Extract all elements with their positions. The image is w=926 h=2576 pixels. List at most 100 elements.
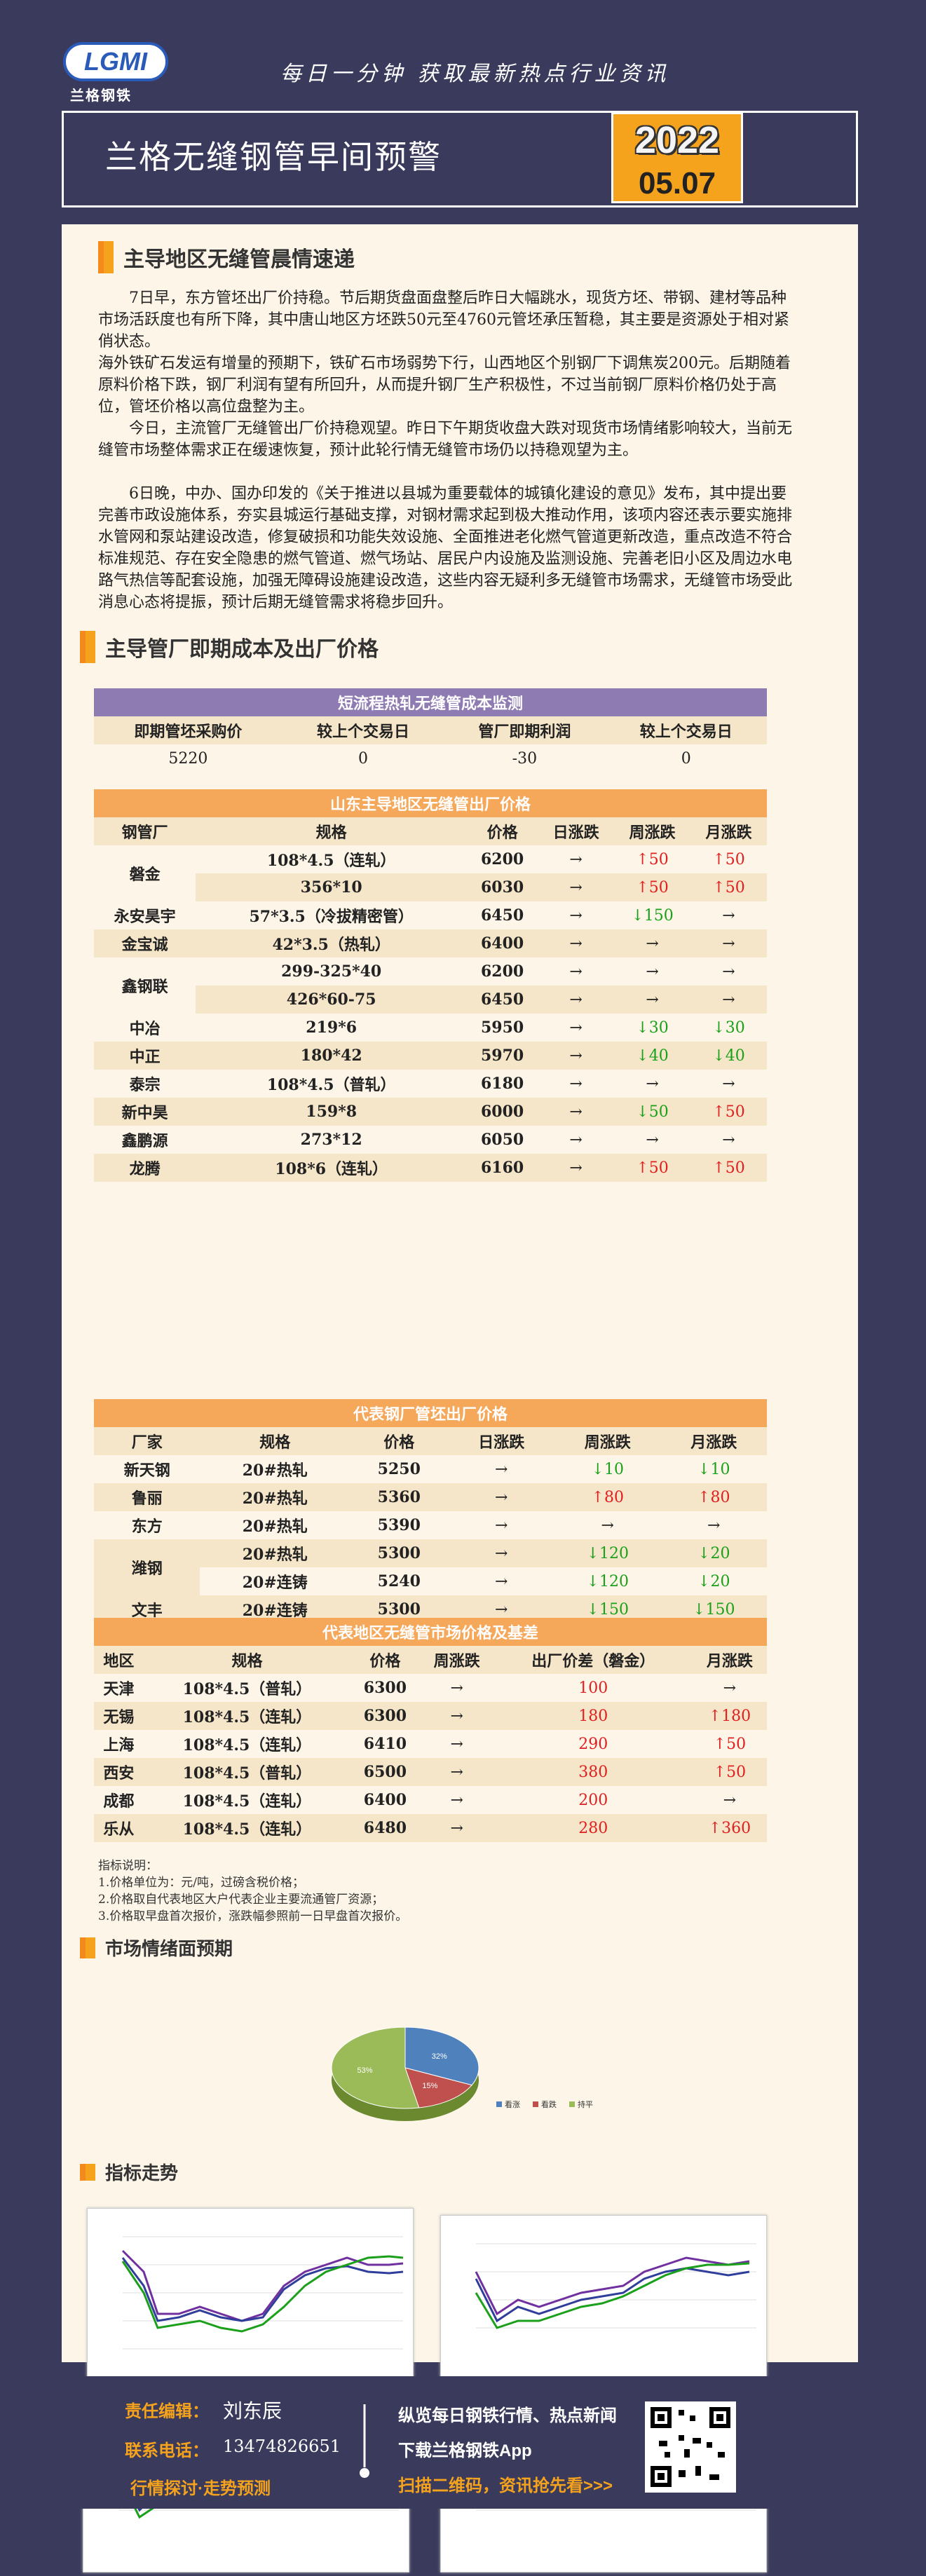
column-header: 日涨跌 <box>448 1427 555 1455</box>
table-cell: → <box>448 1511 555 1539</box>
table-cell: 6500 <box>350 1758 420 1786</box>
date-badge: 2022 05.07 <box>611 112 743 203</box>
mill-cell: 中冶 <box>94 1014 196 1042</box>
notes: 指标说明： 1.价格单位为：元/吨，过磅含税价格； 2.价格取自代表地区大户代表… <box>98 1858 407 1925</box>
promo-line-3[interactable]: 扫描二维码，资讯抢先看>>> <box>398 2476 613 2495</box>
mill-cell: 潍钢 <box>94 1539 200 1595</box>
table-cell: 6400 <box>467 929 538 958</box>
table-cell: ↓20 <box>660 1567 767 1595</box>
table-cell: 6480 <box>350 1814 420 1842</box>
paragraph: 6日晚，中办、国办印发的《关于推进以县城为重要载体的城镇化建设的意见》发布，其中… <box>98 485 793 611</box>
table-cell: 5240 <box>350 1567 449 1595</box>
table-cell: → <box>690 958 767 986</box>
table-cell: 5250 <box>350 1455 449 1483</box>
column-header: 价格 <box>350 1646 420 1674</box>
table-cell: 108*4.5（连轧） <box>143 1814 351 1842</box>
trend-chart-1 <box>87 2208 414 2390</box>
column-header: 即期管坯采购价 <box>94 716 282 744</box>
table-cell: 6160 <box>467 1154 538 1182</box>
column-header: 周涨跌 <box>614 817 691 845</box>
table-cell: -30 <box>444 744 606 772</box>
table-cell: 20#热轧 <box>200 1483 350 1511</box>
section4-title: 指标走势 <box>105 2162 179 2183</box>
table-cell: → <box>419 1758 494 1786</box>
promo-line-2: 下载兰格钢铁App <box>398 2441 532 2460</box>
sentiment-pie-chart: 32% 15% 53% 看涨 看跌 持平 <box>331 2026 593 2121</box>
legend-label: 看跌 <box>541 2099 557 2109</box>
table-cell: ↓30 <box>690 1014 767 1042</box>
table-row: 成都 108*4.5（连轧） 6400 → 200 → <box>94 1786 767 1814</box>
table-cell: 6300 <box>350 1674 420 1702</box>
table-cell: ↑50 <box>692 1730 767 1758</box>
qr-code-icon <box>651 2407 730 2487</box>
table-cell: → <box>538 1070 615 1098</box>
table-row: 新天钢 20#热轧 5250 → ↓10 ↓10 <box>94 1455 767 1483</box>
pie-slice-1 <box>404 2067 472 2108</box>
table-cell: → <box>554 1511 661 1539</box>
column-header: 规格 <box>143 1646 351 1674</box>
table-cell: → <box>692 1674 767 1702</box>
table-cell: 108*4.5（普轧） <box>143 1674 351 1702</box>
date-year: 2022 <box>634 119 720 161</box>
pie-slice-0 <box>404 2026 479 2086</box>
mill-cell: 东方 <box>94 1511 200 1539</box>
cost-table: 短流程热轧无缝管成本监测 即期管坯采购价 较上个交易日 管厂即期利润 较上个交易… <box>94 688 767 772</box>
column-header: 周涨跌 <box>419 1646 494 1674</box>
header: LGMI 兰格钢铁 每日一分钟 获取最新热点行业资讯 兰格无缝钢管早间预警 20… <box>0 0 926 224</box>
table-cell: → <box>419 1702 494 1730</box>
table-cell: → <box>660 1511 767 1539</box>
trend-chart-2 <box>440 2215 767 2390</box>
table-cell: 280 <box>493 1814 693 1842</box>
pie-data-label: 15% <box>422 2082 437 2090</box>
table-cell: → <box>448 1567 555 1595</box>
table-row: 上海 108*4.5（连轧） 6410 → 290 ↑50 <box>94 1730 767 1758</box>
table-cell: → <box>614 929 691 958</box>
table-cell: → <box>538 986 615 1014</box>
legend-swatch <box>496 2101 502 2107</box>
column-header: 较上个交易日 <box>282 716 444 744</box>
table-cell: 6400 <box>350 1786 420 1814</box>
slogan: 每日一分钟 获取最新热点行业资讯 <box>280 62 670 86</box>
main-content: 主导地区无缝管晨情速递 7日早，东方管坯出厂价持稳。节后期货盘面盘整后昨日大幅跳… <box>62 224 858 2572</box>
table-row: 新中昊 159*8 6000 → ↓50 ↑50 <box>94 1098 767 1126</box>
trend-chart-1-plot <box>121 2236 404 2350</box>
table-row: 中冶 219*6 5950 → ↓30 ↓30 <box>94 1014 767 1042</box>
table-cell: 200 <box>493 1786 693 1814</box>
legend-label: 看涨 <box>505 2099 520 2109</box>
table-cell: → <box>690 929 767 958</box>
table-row: 西安 108*4.5（普轧） 6500 → 380 ↑50 <box>94 1758 767 1786</box>
paragraph: 海外铁矿石发运有增量的预期下，铁矿石市场弱势下行，山西地区个别钢厂下调焦炭200… <box>98 355 791 416</box>
section-title: 主导管厂即期成本及出厂价格 <box>80 631 379 663</box>
table-cell: → <box>419 1730 494 1758</box>
table-cell: 100 <box>493 1674 693 1702</box>
mill-cell: 鑫钢联 <box>94 958 196 1014</box>
tagline: 行情探讨·走势预测 <box>130 2479 271 2498</box>
mill-cell: 中正 <box>94 1042 196 1070</box>
section-bar-icon <box>80 631 95 663</box>
pointer-icon <box>360 2404 369 2478</box>
column-header: 钢管厂 <box>94 817 196 845</box>
note-line: 指标说明： <box>98 1859 158 1873</box>
column-header: 月涨跌 <box>692 1646 767 1674</box>
note-line: 2.价格取自代表地区大户代表企业主要流通管厂资源； <box>98 1893 384 1907</box>
table-cell: → <box>538 1042 615 1070</box>
table-cell: 6030 <box>467 873 538 901</box>
table-cell: ↑50 <box>614 873 691 901</box>
table-cell: → <box>419 1814 494 1842</box>
table-cell: 180 <box>493 1702 693 1730</box>
table-row: 龙腾 108*6（连轧） 6160 → ↑50 ↑50 <box>94 1154 767 1182</box>
section-bar-icon <box>80 2163 95 2181</box>
table-cell: → <box>538 901 615 929</box>
billet-price-table: 代表钢厂管坯出厂价格 厂家 规格 价格 日涨跌 周涨跌 月涨跌 新天钢 20#热轧… <box>94 1399 767 1623</box>
table-band: 代表钢厂管坯出厂价格 <box>94 1399 767 1427</box>
table-cell: → <box>614 958 691 986</box>
section2-title: 主导管厂即期成本及出厂价格 <box>105 638 379 661</box>
table-cell: → <box>419 1786 494 1814</box>
column-header: 规格 <box>196 817 468 845</box>
legend-swatch <box>533 2101 538 2107</box>
note-line: 3.价格取早盘首次报价，涨跌幅参照前一日早盘首次报价。 <box>98 1909 408 1923</box>
table-cell: 108*4.5（普轧） <box>143 1758 351 1786</box>
table-cell: ↓20 <box>660 1539 767 1567</box>
qr-code[interactable] <box>645 2401 736 2493</box>
table-cell: ↑50 <box>614 1154 691 1182</box>
